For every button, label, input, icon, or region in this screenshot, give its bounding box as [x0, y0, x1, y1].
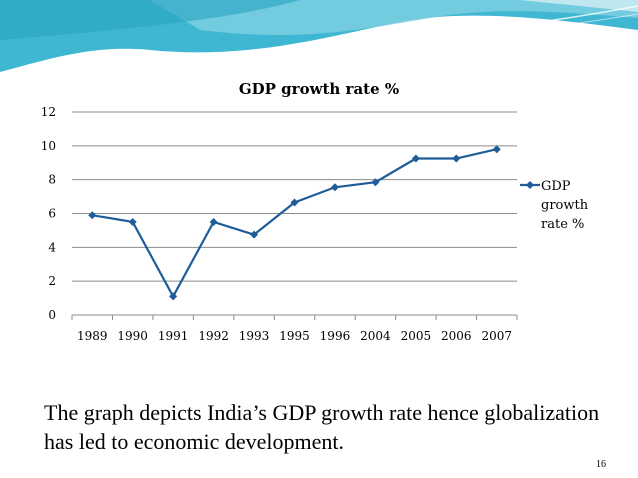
- x-tick-label: 1992: [198, 329, 229, 343]
- page-number: 16: [596, 459, 606, 470]
- legend-label: rate %: [541, 217, 584, 232]
- series-gdp-growth-rate: [88, 145, 501, 301]
- data-point: [371, 178, 380, 187]
- x-tick-label: 1990: [117, 329, 148, 343]
- data-point: [411, 154, 420, 163]
- x-axis: 1989 1990 1991 1992 1993 1995 1996 2004 2005 2006…: [71, 314, 518, 343]
- y-tick-label: 12: [41, 105, 56, 119]
- slide-caption: The graph depicts India’s GDP growth rat…: [44, 400, 600, 454]
- y-tick-label: 6: [48, 207, 56, 221]
- x-tick-label: 1996: [320, 329, 351, 343]
- y-tick-label: 10: [41, 139, 56, 153]
- legend-marker: [526, 181, 534, 189]
- y-tick-label: 2: [48, 274, 56, 288]
- x-tick-label: 1993: [239, 329, 270, 343]
- decorative-banner: [0, 0, 638, 72]
- data-point: [250, 230, 259, 239]
- y-tick-label: 8: [48, 173, 56, 187]
- x-tick-label: 1991: [158, 329, 189, 343]
- data-point: [88, 211, 97, 220]
- data-point: [452, 154, 461, 163]
- x-tick-label: 2006: [441, 329, 472, 343]
- y-tick-label: 0: [48, 308, 56, 322]
- legend-label: growth: [541, 198, 589, 213]
- x-tick-label: 2005: [401, 329, 432, 343]
- data-point: [330, 183, 339, 192]
- data-point: [492, 145, 501, 154]
- data-point: [128, 217, 137, 226]
- data-point: [169, 292, 178, 301]
- gridlines: [72, 111, 517, 282]
- x-tick-label: 1989: [77, 329, 108, 343]
- data-point: [209, 217, 218, 226]
- x-tick-label: 1995: [279, 329, 310, 343]
- y-axis-ticks: 0 2 4 6 8 10 12: [41, 105, 57, 322]
- y-tick-label: 4: [48, 240, 56, 254]
- series-line: [92, 148, 498, 299]
- x-tick-label: 2004: [360, 329, 391, 343]
- legend: GDP growth rate %: [520, 179, 589, 232]
- data-point: [290, 198, 299, 207]
- x-tick-label: 2007: [481, 329, 512, 343]
- chart-title: GDP growth rate %: [239, 80, 399, 98]
- legend-label: GDP: [541, 179, 571, 194]
